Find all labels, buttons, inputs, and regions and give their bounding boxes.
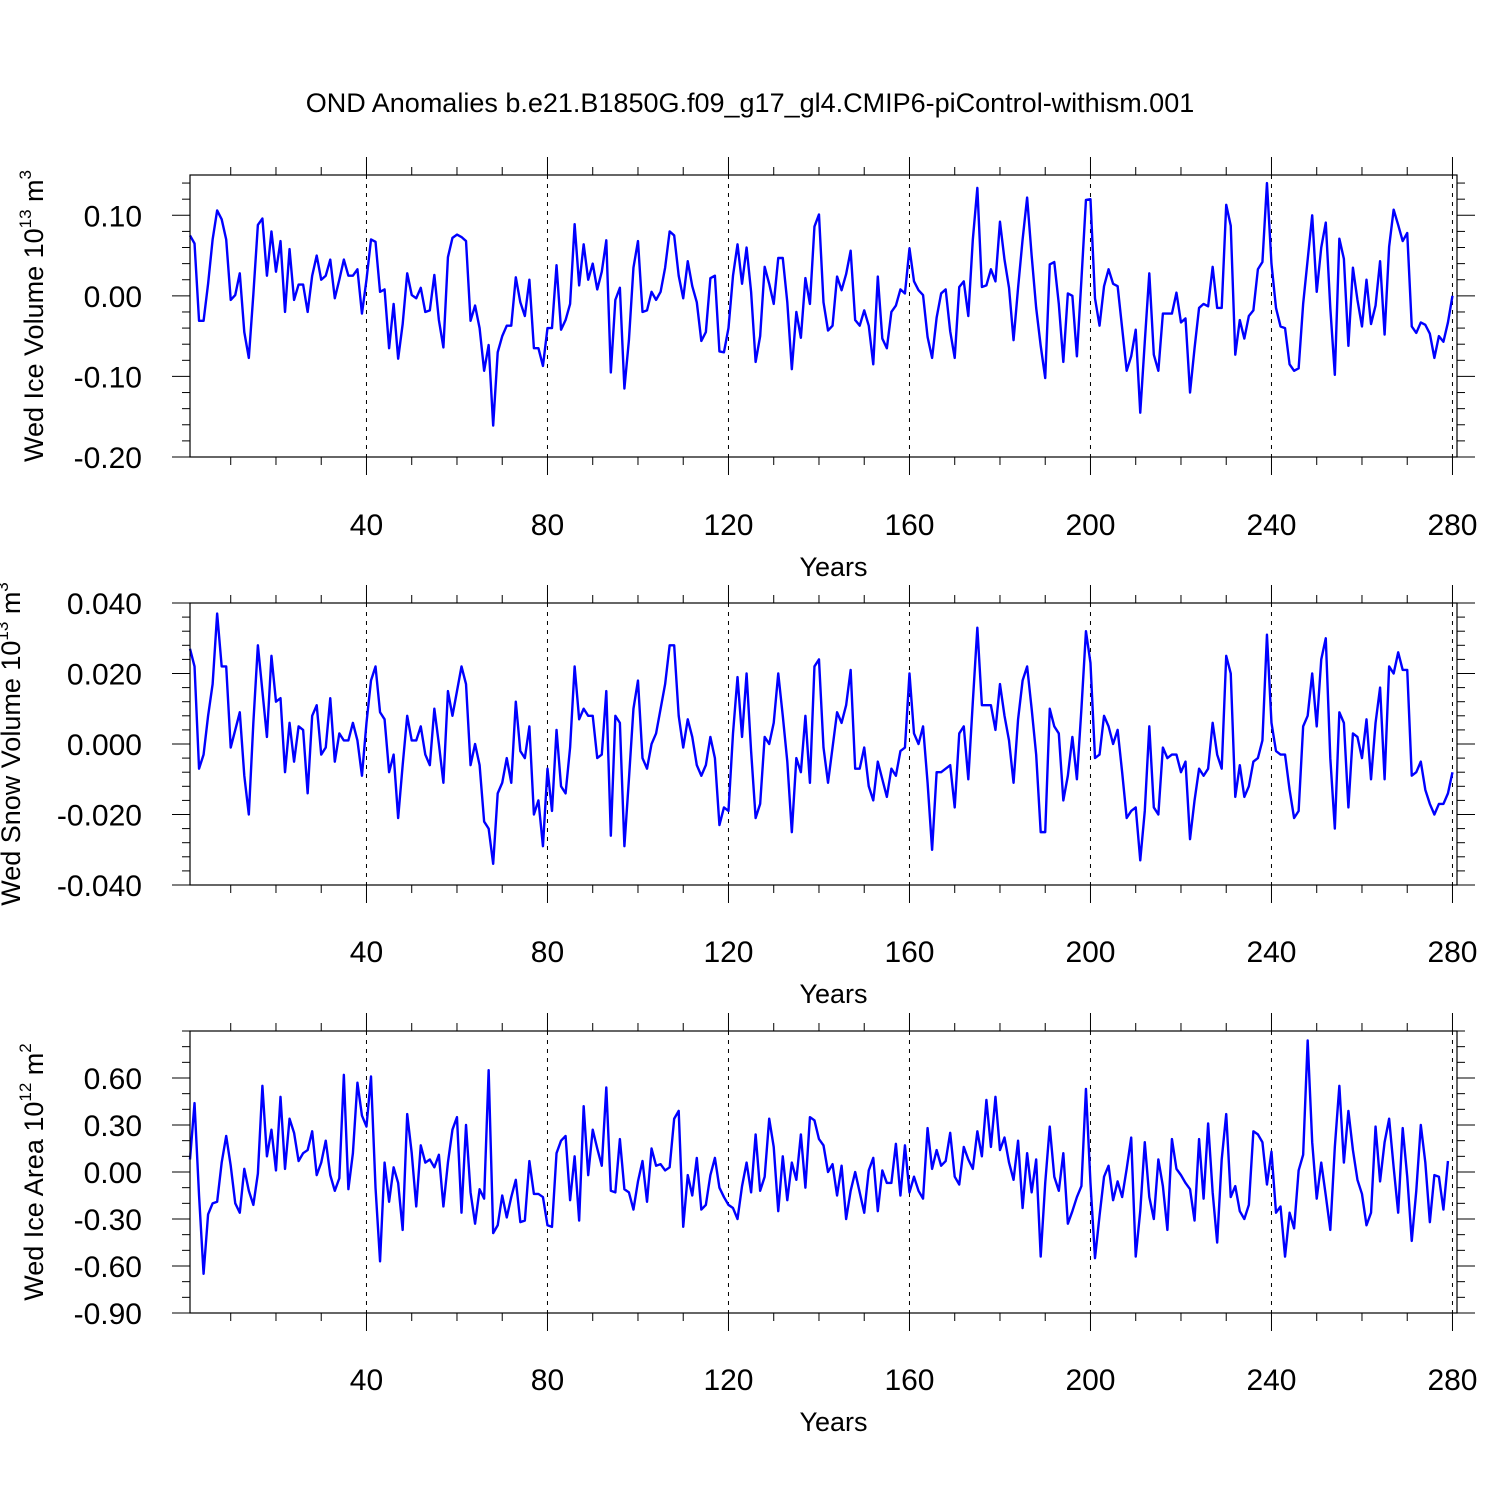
ice-volume-plot-frame: [189, 174, 1458, 458]
ice-area-x-tick-label: 80: [531, 1364, 564, 1397]
snow-volume-x-axis-label: Years: [799, 979, 867, 1009]
ice-volume-x-axis-label: Years: [799, 552, 867, 582]
snow-volume-x-tick-label: 240: [1246, 936, 1296, 969]
ice-volume-x-tick-label: 40: [350, 509, 383, 542]
snow-volume-x-tick-label: 80: [531, 936, 564, 969]
snow-volume-y-axis-label: Wed Snow Volume 1013 m3: [0, 582, 26, 906]
ice-area-y-tick-label: 0.30: [84, 1110, 142, 1143]
ice-area-y-tick-label: -0.60: [74, 1251, 142, 1284]
ice-area-series-line: [188, 1039, 1450, 1276]
ice-area-y-axis-label: Wed Ice Area 1012 m2: [16, 1043, 49, 1301]
snow-volume-panel: 40 80 120 160 200 240 280 -0.040 -0.020 0.000 0.02…: [0, 582, 1478, 1009]
snow-volume-x-tick-label: 160: [884, 936, 934, 969]
ice-area-y-tick-label: -0.30: [74, 1204, 142, 1237]
ice-volume-x-tick-label: 120: [703, 509, 753, 542]
ice-volume-y-tick-label: -0.20: [74, 442, 142, 475]
ice-volume-x-tick-label: 200: [1065, 509, 1115, 542]
figure-title: OND Anomalies b.e21.B1850G.f09_g17_gl4.C…: [306, 88, 1194, 118]
ice-area-x-tick-label: 40: [350, 1364, 383, 1397]
snow-volume-x-tick-label: 200: [1065, 936, 1115, 969]
ice-volume-x-tick-label: 160: [884, 509, 934, 542]
ice-volume-series-line: [188, 181, 1454, 427]
snow-volume-x-tick-label: 120: [703, 936, 753, 969]
ice-area-x-axis-label: Years: [799, 1407, 867, 1437]
ice-area-x-tick-label: 120: [703, 1364, 753, 1397]
snow-volume-x-tick-label: 280: [1427, 936, 1477, 969]
ice-area-x-tick-label: 240: [1246, 1364, 1296, 1397]
ice-area-y-tick-label: -0.90: [74, 1298, 142, 1331]
snow-volume-y-tick-label: -0.020: [57, 800, 142, 833]
ice-area-x-tick-label: 200: [1065, 1364, 1115, 1397]
ice-volume-panel: 40 80 120 160 200 240 280 -0.20 -0.10 0.00 0.10 Yea…: [16, 157, 1478, 582]
snow-volume-series-line: [188, 612, 1454, 866]
snow-volume-y-tick-label: 0.040: [67, 588, 142, 621]
ice-volume-x-tick-label: 240: [1246, 509, 1296, 542]
ice-volume-y-tick-label: -0.10: [74, 361, 142, 394]
ice-volume-y-axis-label: Wed Ice Volume 1013 m3: [16, 170, 49, 462]
ice-area-x-tick-label: 280: [1427, 1364, 1477, 1397]
ice-volume-y-tick-label: 0.10: [84, 200, 142, 233]
ice-area-plot-frame: [189, 1030, 1458, 1314]
ice-area-x-tick-label: 160: [884, 1364, 934, 1397]
ice-volume-y-tick-label: 0.00: [84, 281, 142, 314]
snow-volume-y-tick-label: 0.000: [67, 729, 142, 762]
ice-volume-x-tick-label: 80: [531, 509, 564, 542]
ice-area-panel: 40 80 120 160 200 240 280 -0.90 -0.60 -0.30 0.00 0.…: [16, 1013, 1478, 1437]
snow-volume-y-tick-label: 0.020: [67, 659, 142, 692]
ice-area-y-tick-label: 0.60: [84, 1063, 142, 1096]
snow-volume-y-tick-label: -0.040: [57, 870, 142, 903]
snow-volume-x-tick-label: 40: [350, 936, 383, 969]
ice-area-y-tick-label: 0.00: [84, 1157, 142, 1190]
ice-volume-x-tick-label: 280: [1427, 509, 1477, 542]
